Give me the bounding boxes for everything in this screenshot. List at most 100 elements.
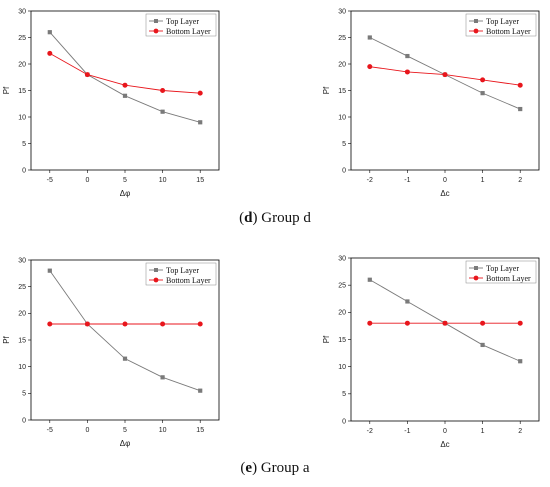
y-tick-label: 20: [338, 310, 346, 317]
y-tick-label: 30: [18, 257, 26, 264]
y-tick-label: 10: [338, 114, 346, 121]
x-tick-label: -1: [404, 428, 410, 435]
legend-label: Bottom Layer: [166, 27, 211, 36]
series-top-layer: [47, 30, 203, 125]
x-tick-label: -2: [367, 177, 373, 184]
data-point: [122, 321, 128, 327]
x-tick-label: 5: [123, 427, 127, 434]
x-axis-label: Δc: [440, 440, 449, 449]
y-tick-label: 0: [342, 418, 346, 425]
y-tick-label: 30: [18, 8, 26, 15]
x-tick-label: 10: [159, 177, 167, 184]
y-tick-label: 10: [18, 364, 26, 371]
y-tick-label: 25: [338, 283, 346, 290]
data-point: [404, 320, 410, 326]
series-bottom-layer: [47, 50, 203, 96]
y-tick-label: 15: [338, 88, 346, 95]
y-tick-label: 10: [18, 114, 26, 121]
data-point: [442, 72, 448, 78]
data-point: [442, 320, 448, 326]
y-tick-label: 15: [18, 337, 26, 344]
data-point: [480, 342, 485, 348]
caption-open-paren: (: [240, 460, 245, 476]
data-point: [480, 320, 486, 326]
data-point: [47, 50, 53, 56]
data-point: [84, 321, 90, 327]
data-point: [197, 90, 203, 96]
y-tick-label: 10: [338, 364, 346, 371]
legend-label: Top Layer: [486, 17, 519, 26]
data-point: [480, 91, 485, 96]
x-tick-label: 15: [196, 427, 204, 434]
legend-label: Top Layer: [486, 264, 519, 273]
caption-letter: d: [244, 210, 253, 226]
series-top-layer: [47, 268, 203, 393]
series-top-layer: [367, 277, 523, 364]
x-tick-label: 15: [196, 177, 204, 184]
data-point: [404, 69, 410, 75]
x-axis-label: Δφ: [120, 439, 131, 448]
data-point: [84, 72, 90, 78]
data-point: [367, 64, 373, 70]
y-tick-label: 0: [22, 417, 26, 424]
x-tick-label: 1: [481, 177, 485, 184]
y-tick-label: 25: [18, 35, 26, 42]
x-tick-label: 0: [443, 177, 447, 184]
data-point: [367, 277, 372, 282]
legend-box: [465, 260, 537, 284]
legend-box: [145, 13, 217, 37]
y-tick-label: 5: [342, 141, 346, 148]
caption-open-paren: (: [239, 210, 244, 226]
x-tick-label: -1: [404, 177, 410, 184]
x-tick-label: 2: [518, 428, 522, 435]
data-point: [122, 93, 128, 98]
legend-marker: [473, 275, 479, 281]
data-point: [47, 30, 52, 35]
data-point: [198, 120, 203, 125]
data-point: [405, 299, 410, 304]
data-point: [197, 321, 203, 327]
y-axis-label: Pf: [322, 335, 331, 343]
legend-box: [145, 262, 217, 286]
y-tick-label: 30: [338, 8, 346, 15]
y-tick-label: 5: [22, 141, 26, 148]
x-tick-label: -5: [47, 427, 53, 434]
legend-label: Bottom Layer: [166, 276, 211, 285]
data-point: [405, 53, 410, 59]
data-point: [518, 106, 523, 112]
legend-marker: [153, 277, 159, 283]
legend-label: Top Layer: [166, 17, 199, 26]
y-axis-label: Pf: [322, 86, 331, 94]
y-tick-label: 20: [18, 311, 26, 318]
data-point: [198, 388, 203, 393]
x-tick-label: 10: [159, 427, 167, 434]
x-tick-label: 1: [481, 428, 485, 435]
caption-text: ) Group d: [253, 210, 312, 226]
data-point: [367, 320, 373, 326]
x-axis-label: Δφ: [120, 189, 131, 198]
x-tick-label: 0: [443, 428, 447, 435]
chart-3: 0 5 10 15 20 25 30 -5 0 5 10 15 Δφ Pf Top LayerBottom …: [2, 257, 220, 448]
data-point: [47, 268, 52, 273]
chart-1: 0 5 10 15 20 25 30 -5 0 5 10 15 Δφ Pf Top LayerBottom …: [2, 8, 220, 198]
caption-letter: e: [245, 460, 252, 476]
caption-text: ) Group a: [252, 460, 310, 476]
x-tick-label: -2: [367, 428, 373, 435]
data-point: [480, 77, 486, 83]
data-point: [160, 321, 166, 327]
x-axis-label: Δc: [440, 189, 449, 198]
x-tick-label: 0: [85, 177, 89, 184]
y-tick-label: 30: [338, 255, 346, 262]
y-tick-label: 15: [18, 88, 26, 95]
data-point: [160, 88, 166, 93]
captions: (d) Group d(e) Group a: [239, 210, 311, 476]
legend-marker: [154, 19, 158, 23]
data-point: [367, 35, 372, 40]
y-tick-label: 5: [342, 391, 346, 398]
